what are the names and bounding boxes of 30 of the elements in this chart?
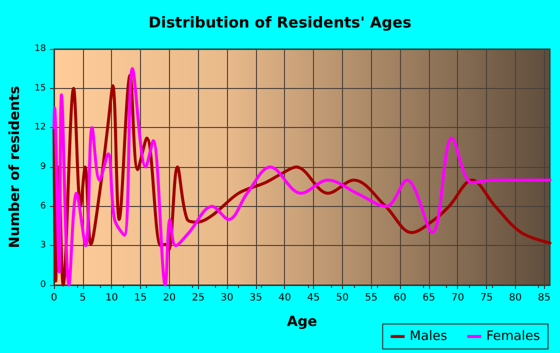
x-tick-label: 25 bbox=[192, 292, 205, 304]
y-tick-label: 15 bbox=[34, 83, 46, 94]
x-tick-label: 55 bbox=[364, 292, 378, 304]
x-tick-label: 75 bbox=[480, 292, 493, 304]
x-tick-label: 30 bbox=[220, 292, 234, 304]
y-tick-label: 3 bbox=[40, 240, 46, 251]
legend-label: Males bbox=[410, 329, 448, 344]
y-axis-title: Number of residents bbox=[7, 86, 23, 248]
chart-title: Distribution of Residents' Ages bbox=[148, 14, 412, 32]
y-tick-label: 18 bbox=[34, 44, 46, 54]
x-tick-label: 20 bbox=[162, 292, 176, 304]
y-tick-label: 12 bbox=[34, 122, 46, 133]
y-tick-label: 6 bbox=[40, 201, 46, 212]
x-tick-label: 10 bbox=[105, 292, 118, 304]
x-tick-label: 70 bbox=[451, 292, 464, 304]
x-tick-label: 50 bbox=[336, 292, 349, 304]
x-tick-label: 0 bbox=[50, 292, 58, 304]
x-tick-label: 60 bbox=[394, 292, 406, 304]
y-tick-label: 0 bbox=[40, 280, 46, 290]
legend-label: Females bbox=[486, 329, 540, 344]
x-tick-label: 80 bbox=[509, 292, 522, 304]
x-axis-title: Age bbox=[286, 314, 318, 330]
x-tick-label: 15 bbox=[134, 292, 147, 304]
x-tick-label: 65 bbox=[422, 292, 436, 304]
y-tick-label: 9 bbox=[40, 162, 46, 172]
x-tick-label: 45 bbox=[307, 292, 320, 304]
x-tick-label: 5 bbox=[80, 292, 86, 304]
x-tick-label: 40 bbox=[278, 292, 292, 304]
x-tick-label: 85 bbox=[538, 292, 551, 304]
x-tick-label: 35 bbox=[249, 292, 262, 304]
